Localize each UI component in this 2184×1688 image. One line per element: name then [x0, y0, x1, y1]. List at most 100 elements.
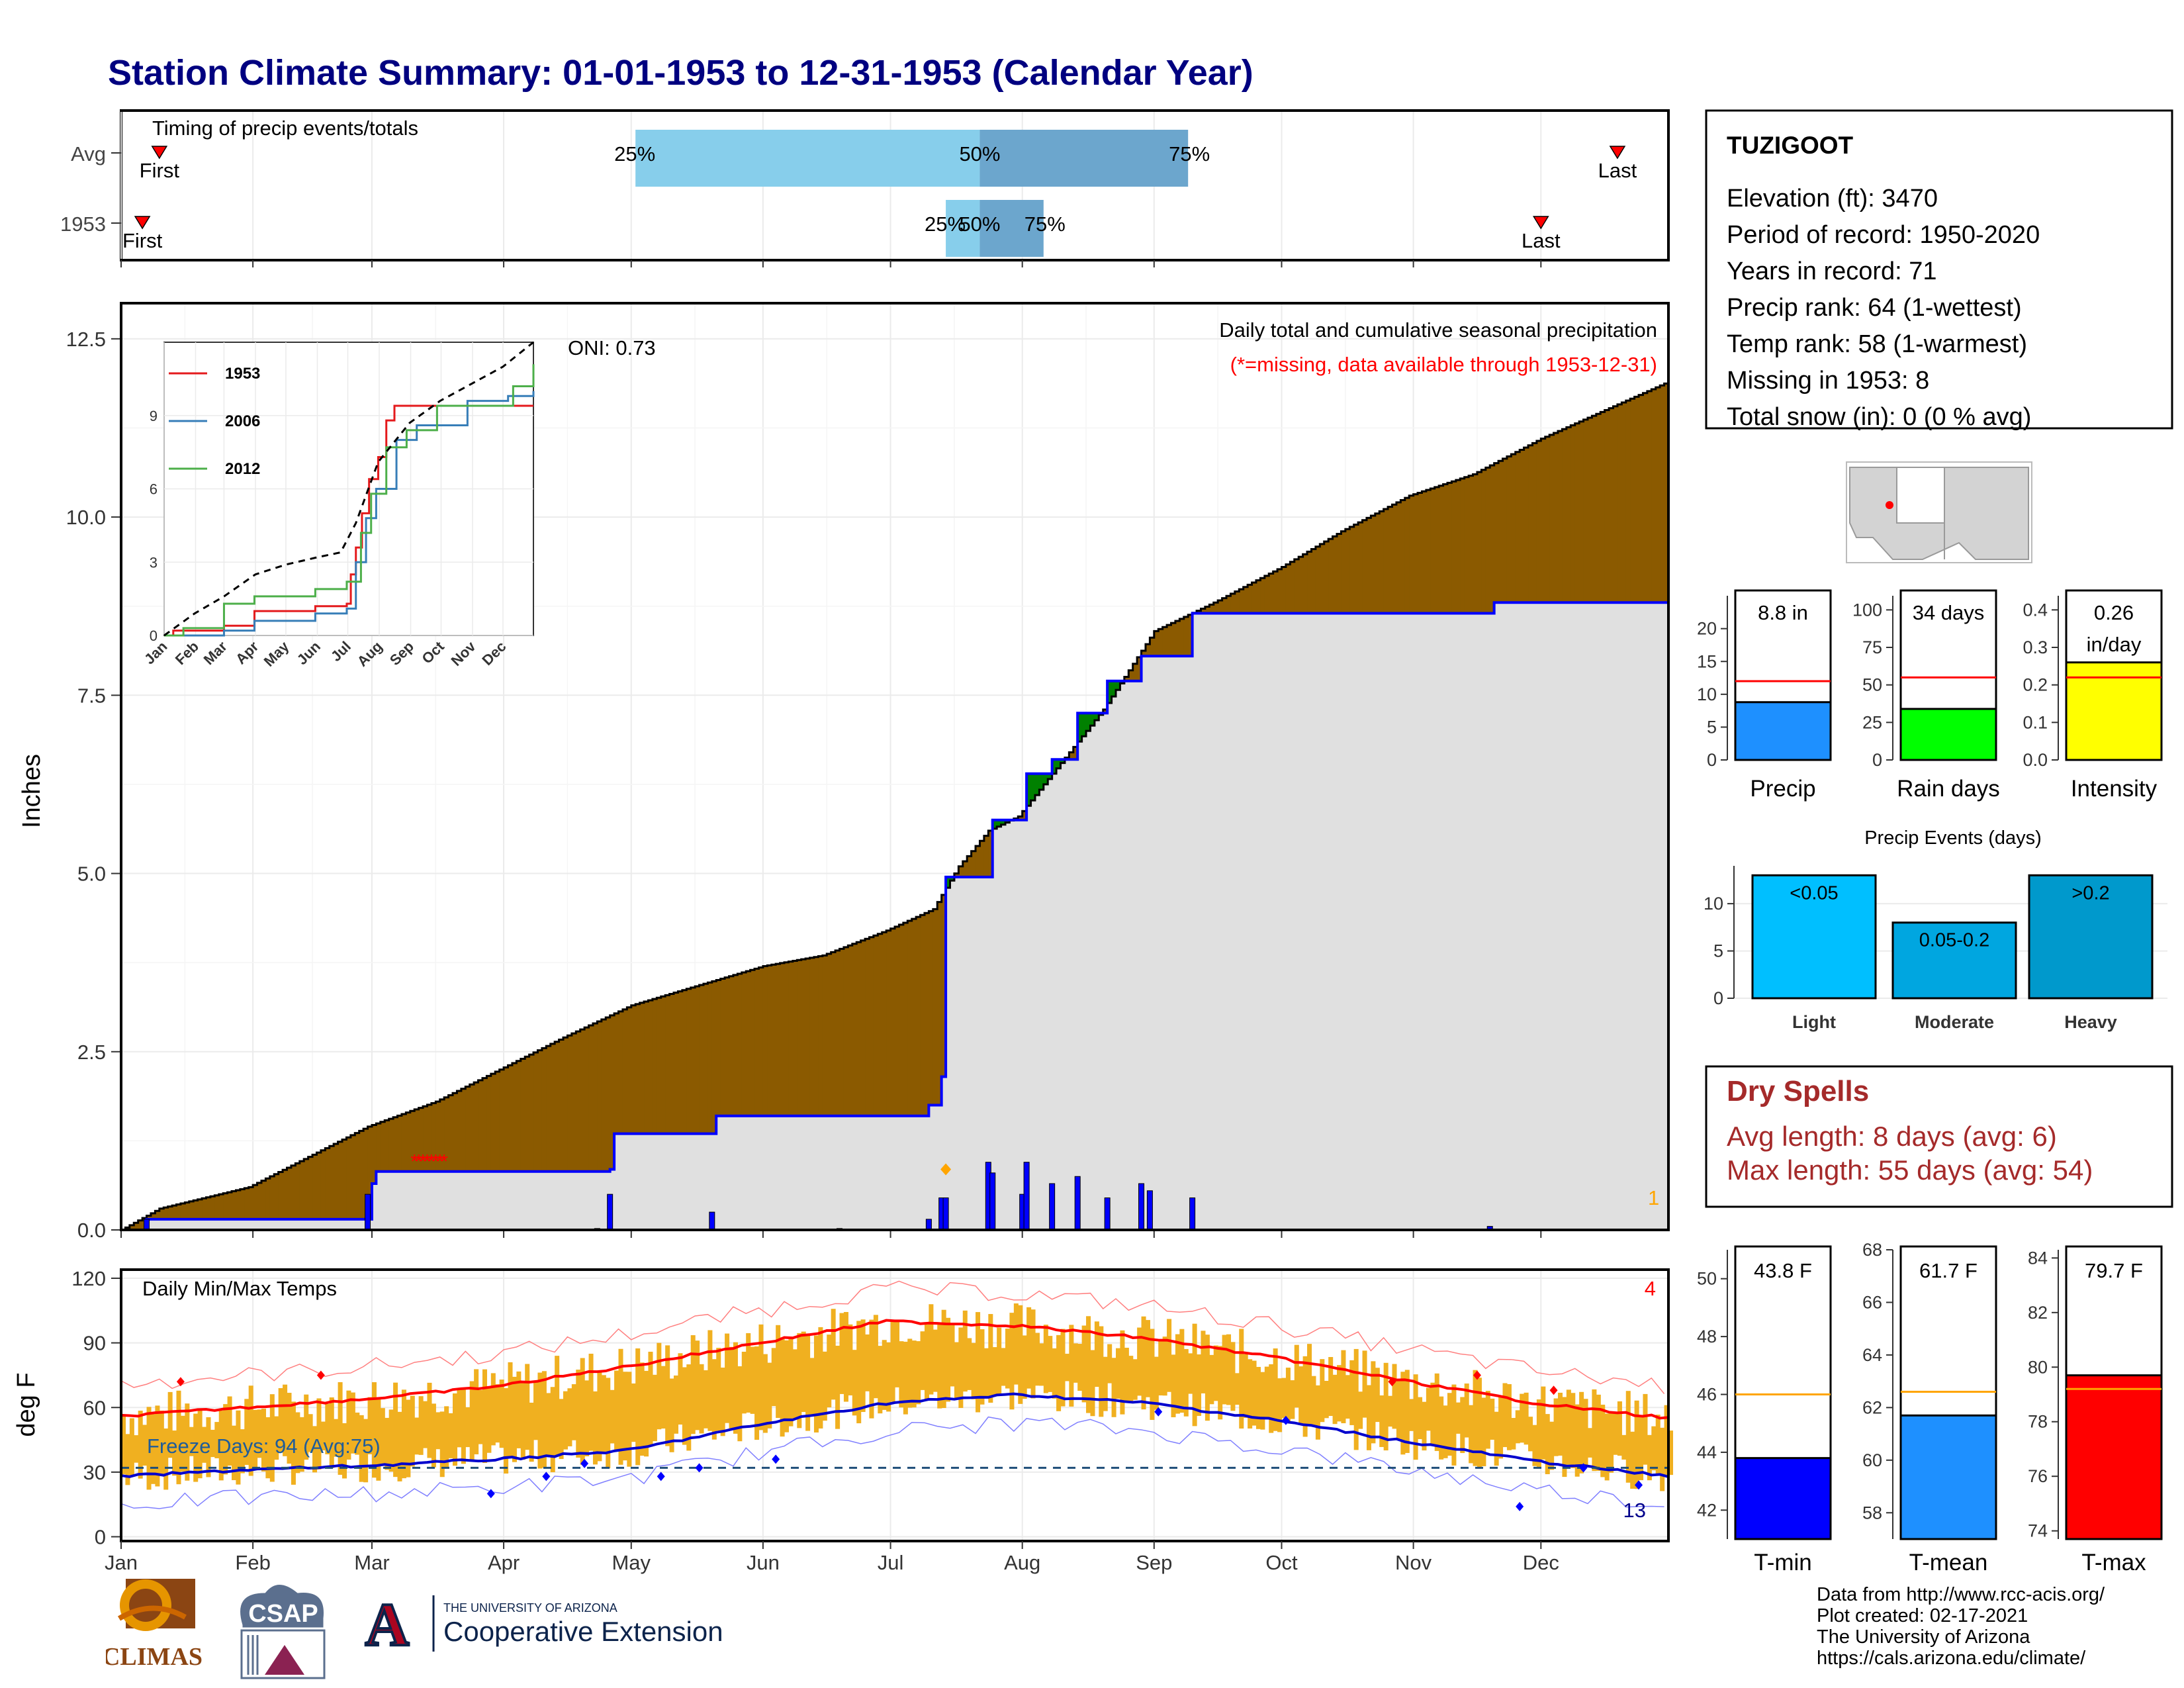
daily-temp-bar — [848, 1324, 853, 1395]
deficit-band — [1090, 713, 1095, 726]
daily-temp-bar — [784, 1340, 790, 1432]
bar-axis-tick-label: 0.4 — [2023, 600, 2048, 620]
daily-temp-bar — [1341, 1350, 1346, 1424]
daily-temp-bar — [610, 1389, 615, 1444]
tbar-axis-tick-label: 82 — [2028, 1303, 2048, 1323]
bar-name-label: Precip — [1750, 776, 1815, 802]
daily-temp-bar — [1069, 1325, 1074, 1407]
surplus-band — [563, 1037, 569, 1172]
surplus-band — [427, 1104, 432, 1172]
daily-temp-bar — [678, 1353, 683, 1425]
daily-temp-bar — [618, 1348, 623, 1465]
surplus-band — [334, 1144, 339, 1219]
daily-temp-bar — [176, 1390, 181, 1485]
daily-temp-bar — [167, 1391, 173, 1458]
daily-temp-bar — [983, 1348, 989, 1399]
surplus-band — [835, 950, 841, 1116]
timing-q75-label: 75% — [1169, 142, 1210, 165]
surplus-band — [580, 1029, 585, 1172]
daily-temp-bar — [269, 1394, 275, 1482]
record-min-line — [120, 1416, 1664, 1509]
dry-spells-avg: Avg length: 8 days (avg: 6) — [1727, 1121, 2057, 1152]
surplus-band — [210, 1196, 215, 1219]
surplus-band — [979, 841, 985, 877]
surplus-band — [1222, 598, 1227, 614]
surplus-band — [962, 861, 968, 877]
surplus-band — [665, 995, 670, 1134]
daily-temp-bar — [1528, 1417, 1533, 1452]
daily-temp-bar — [707, 1330, 713, 1431]
surplus-band — [236, 1190, 241, 1219]
bar-value-label: 8.8 in — [1758, 601, 1808, 624]
deficit-band — [1094, 713, 1099, 720]
daily-temp-bar — [1302, 1356, 1308, 1437]
surplus-band — [380, 1121, 385, 1172]
surplus-band — [180, 1203, 185, 1219]
surplus-band — [678, 991, 683, 1134]
temp-ytick-label: 60 — [83, 1396, 106, 1419]
daily-temp-bar — [776, 1325, 781, 1418]
surplus-band — [482, 1078, 487, 1172]
surplus-band — [660, 996, 666, 1134]
surplus-band — [839, 949, 844, 1116]
daily-temp-bar — [1392, 1364, 1397, 1429]
surplus-band — [172, 1205, 177, 1219]
daily-temp-bar — [597, 1372, 602, 1462]
month-label: Jan — [105, 1551, 138, 1574]
temp-ylabel: deg F — [13, 1372, 40, 1436]
daily-temp-bar — [1290, 1380, 1295, 1419]
surplus-band — [338, 1141, 343, 1219]
surplus-band — [304, 1158, 309, 1219]
deficit-band — [1111, 680, 1116, 697]
daily-temp-bar — [1120, 1330, 1125, 1415]
month-label: Jun — [747, 1551, 780, 1574]
surplus-band — [1171, 623, 1176, 657]
surplus-band — [1630, 399, 1635, 603]
surplus-band — [1400, 500, 1406, 614]
daily-temp-bar — [248, 1385, 253, 1476]
credit-line: The University of Arizona — [1817, 1626, 2030, 1648]
daily-temp-bar — [448, 1413, 453, 1458]
surplus-band — [716, 980, 721, 1116]
month-label: Mar — [354, 1551, 389, 1574]
surplus-band — [346, 1137, 351, 1219]
tbar-value-T-max — [2065, 1374, 2163, 1540]
daily-temp-bar — [835, 1345, 841, 1429]
daily-temp-bar — [1226, 1334, 1232, 1405]
surplus-band — [695, 986, 700, 1134]
surplus-band — [206, 1197, 211, 1219]
daily-temp-bar — [1150, 1329, 1155, 1421]
daily-temp-bar — [899, 1341, 904, 1408]
daily-temp-bar — [1324, 1381, 1329, 1419]
surplus-band — [1358, 522, 1363, 614]
daily-temp-bar — [1379, 1395, 1385, 1447]
surplus-band — [1545, 436, 1550, 603]
daily-temp-bar — [555, 1356, 560, 1455]
surplus-band — [707, 982, 713, 1134]
daily-temp-bar — [338, 1382, 343, 1475]
surplus-band — [1269, 573, 1274, 614]
surplus-band — [1218, 600, 1223, 614]
daily-temp-bar — [967, 1338, 972, 1390]
surplus-band — [988, 830, 993, 877]
surplus-band — [1506, 456, 1512, 603]
surplus-band — [848, 945, 853, 1116]
daily-temp-bar — [1451, 1384, 1457, 1466]
surplus-band — [197, 1199, 203, 1219]
surplus-band — [1324, 541, 1329, 614]
daily-temp-bar — [1158, 1339, 1163, 1396]
surplus-band — [299, 1161, 304, 1219]
surplus-band — [1477, 472, 1482, 614]
surplus-band — [1320, 543, 1325, 614]
surplus-band — [780, 962, 785, 1116]
surplus-band — [1341, 531, 1346, 614]
daily-temp-bar — [1613, 1413, 1618, 1455]
surplus-band — [1422, 491, 1427, 614]
temp-panel-title: Daily Min/Max Temps — [142, 1277, 337, 1300]
daily-temp-bar — [1604, 1413, 1610, 1481]
surplus-band — [1281, 567, 1287, 614]
surplus-band — [555, 1041, 560, 1172]
surplus-band — [1315, 546, 1320, 614]
daily-temp-bar — [1651, 1426, 1657, 1471]
daily-temp-bar — [860, 1319, 866, 1412]
